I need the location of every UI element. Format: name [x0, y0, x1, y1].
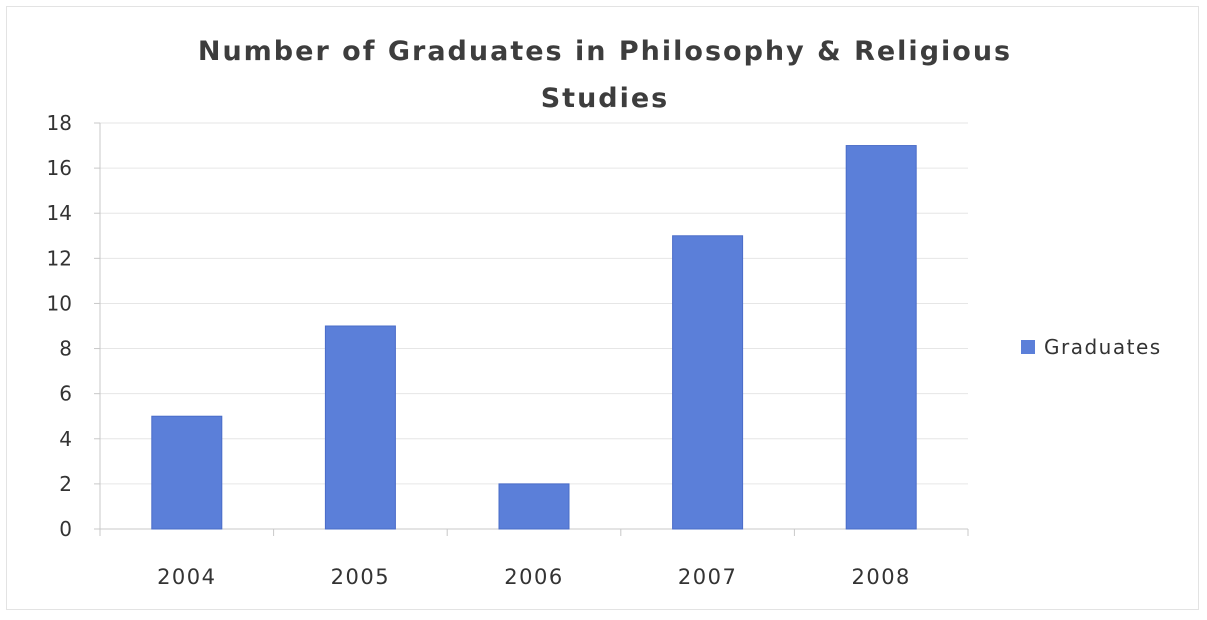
y-tick-label: 8: [59, 337, 72, 361]
chart-frame: [6, 6, 1199, 610]
bar-2006: [498, 483, 570, 530]
y-tick-label: 14: [47, 201, 72, 225]
y-tick-label: 18: [47, 111, 72, 135]
bar-2007: [672, 235, 744, 530]
y-tick-label: 6: [59, 382, 72, 406]
y-tick-label: 4: [59, 427, 72, 451]
legend: Graduates: [1021, 334, 1162, 360]
legend-swatch: [1021, 340, 1035, 354]
bar-2004: [151, 415, 223, 530]
chart-title: Number of Graduates in Philosophy & Reli…: [197, 36, 1013, 114]
bar-2008: [845, 145, 917, 530]
x-tick-label: 2005: [331, 565, 390, 589]
x-tick-label: 2006: [504, 565, 563, 589]
y-tick-label: 10: [47, 291, 72, 315]
bar-2005: [324, 325, 396, 530]
y-tick-label: 2: [59, 472, 72, 496]
x-tick-label: 2007: [678, 565, 737, 589]
y-tick-label: 12: [47, 246, 72, 270]
legend-label: Graduates: [1044, 335, 1162, 359]
y-tick-label: 16: [47, 156, 72, 180]
x-tick-label: 2004: [157, 565, 216, 589]
x-tick-label: 2008: [851, 565, 910, 589]
y-tick-label: 0: [59, 517, 72, 541]
